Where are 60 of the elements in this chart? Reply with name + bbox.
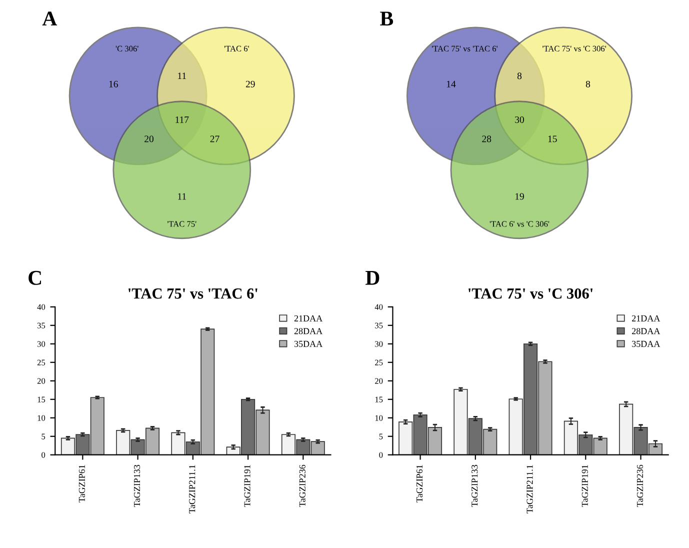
text: 8 xyxy=(517,72,522,80)
x-tick-label: TaGZIP61 xyxy=(78,465,85,502)
data-label: 8 xyxy=(586,80,590,88)
category-label: 'C 306' xyxy=(116,46,138,52)
y-tick-label: 40 xyxy=(374,304,383,310)
y-tick-label: 10 xyxy=(375,415,383,421)
x-tick-label: TaGZIP236 xyxy=(636,464,644,507)
y-tick-label: 0 xyxy=(379,452,383,458)
y-tick-label: 35 xyxy=(375,322,383,328)
y-tick-label: 15 xyxy=(38,396,46,402)
x-tick-label: TaGZIP236 xyxy=(299,464,306,507)
data-label: 29 xyxy=(246,80,255,88)
text: 117 xyxy=(176,116,189,123)
legend-label: 28DAA xyxy=(294,328,323,334)
category-label: 'TAC 6' xyxy=(224,46,249,52)
legend-label: 21DAA xyxy=(294,315,323,322)
y-tick-label: 25 xyxy=(375,360,383,366)
x-tick-label: TaGZIP191 xyxy=(582,465,588,507)
y-tick-label: 10 xyxy=(38,415,46,421)
text: 11 xyxy=(178,72,186,80)
y-tick-label: 15 xyxy=(375,396,383,402)
text: 30 xyxy=(515,116,524,123)
chart-title: 'TAC 75' vs 'TAC 6' xyxy=(128,288,258,299)
y-tick-label: 5 xyxy=(42,434,46,440)
y-tick-label: 0 xyxy=(42,452,46,458)
x-tick-label: TaGZIP211.1 xyxy=(526,465,533,514)
text: 27 xyxy=(210,136,220,142)
x-tick-label: TaGZIP211.1 xyxy=(189,465,196,514)
legend-label: 35DAA xyxy=(632,340,660,347)
y-tick-label: 30 xyxy=(37,341,46,347)
y-tick-label: 5 xyxy=(379,434,383,440)
data-label: 11 xyxy=(178,193,186,200)
data-label: 16 xyxy=(109,80,118,88)
legend-label: 21DAA xyxy=(632,315,660,322)
text: A xyxy=(42,12,58,26)
y-tick-label: 35 xyxy=(37,322,46,328)
y-tick-label: 20 xyxy=(375,378,383,384)
text: D xyxy=(366,271,380,285)
category-label: 'TAC 75' xyxy=(168,221,196,227)
chart-title: 'TAC 75' vs 'C 306' xyxy=(468,288,592,299)
x-tick-label: TaGZIP191 xyxy=(244,465,250,507)
y-tick-label: 30 xyxy=(375,341,383,347)
text: 28 xyxy=(482,136,492,142)
text: B xyxy=(380,12,394,26)
category-label: 'TAC 75' vs 'TAC 6' xyxy=(432,46,498,52)
x-tick-label: TaGZIP61 xyxy=(416,465,423,502)
category-label: 'TAC 6' vs 'C 306' xyxy=(490,221,550,227)
text: 15 xyxy=(548,136,557,142)
y-tick-label: 25 xyxy=(37,360,46,366)
x-tick-label: TaGZIP133 xyxy=(134,464,140,507)
x-tick-label: TaGZIP133 xyxy=(472,464,478,507)
y-tick-label: 20 xyxy=(37,378,46,384)
data-label: 19 xyxy=(515,193,524,200)
text: C xyxy=(28,270,42,285)
legend-label: 35DAA xyxy=(294,340,323,347)
legend-label: 28DAA xyxy=(632,328,660,334)
data-label: 14 xyxy=(446,80,456,88)
category-label: 'TAC 75' vs 'C 306' xyxy=(542,46,606,52)
y-tick-label: 40 xyxy=(37,304,46,310)
text: 20 xyxy=(144,136,154,142)
